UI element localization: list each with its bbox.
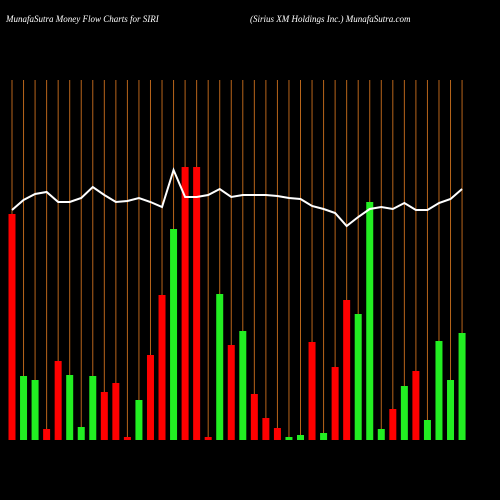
bar: [158, 295, 166, 440]
bar: [285, 437, 293, 440]
bar: [400, 386, 408, 440]
bar: [8, 214, 16, 440]
bar: [20, 376, 28, 440]
bar: [89, 376, 97, 440]
bar: [181, 167, 189, 440]
bar: [331, 367, 339, 440]
bar: [320, 433, 328, 440]
bar: [146, 355, 154, 440]
bar: [216, 294, 224, 440]
bar: [447, 380, 455, 440]
bar: [66, 375, 74, 440]
bar: [423, 420, 431, 440]
bar: [100, 392, 108, 440]
bar: [366, 202, 374, 440]
bar: [262, 418, 270, 440]
bar: [54, 361, 62, 440]
bar: [343, 300, 351, 440]
bar: [250, 394, 258, 440]
bar: [123, 437, 131, 440]
bar: [308, 342, 316, 440]
bar: [239, 331, 247, 440]
money-flow-line: [11, 167, 463, 228]
bar: [170, 229, 178, 440]
bar: [204, 437, 212, 440]
bar: [435, 341, 443, 440]
bar: [227, 345, 235, 440]
chart-title: MunafaSutra Money Flow Charts for SIRI: [5, 14, 160, 24]
bar: [193, 167, 201, 440]
bar: [77, 427, 85, 440]
bar: [43, 429, 51, 440]
bar: [354, 314, 362, 440]
bar: [458, 333, 466, 440]
bar: [377, 429, 385, 440]
bar: [112, 383, 120, 440]
bar: [297, 435, 304, 440]
bar: [273, 428, 281, 440]
bar: [31, 380, 39, 440]
bar: [389, 409, 397, 440]
bar: [135, 400, 143, 440]
bar: [412, 371, 420, 440]
chart-subtitle: (Sirius XM Holdings Inc.) MunafaSutra.co…: [250, 14, 411, 24]
